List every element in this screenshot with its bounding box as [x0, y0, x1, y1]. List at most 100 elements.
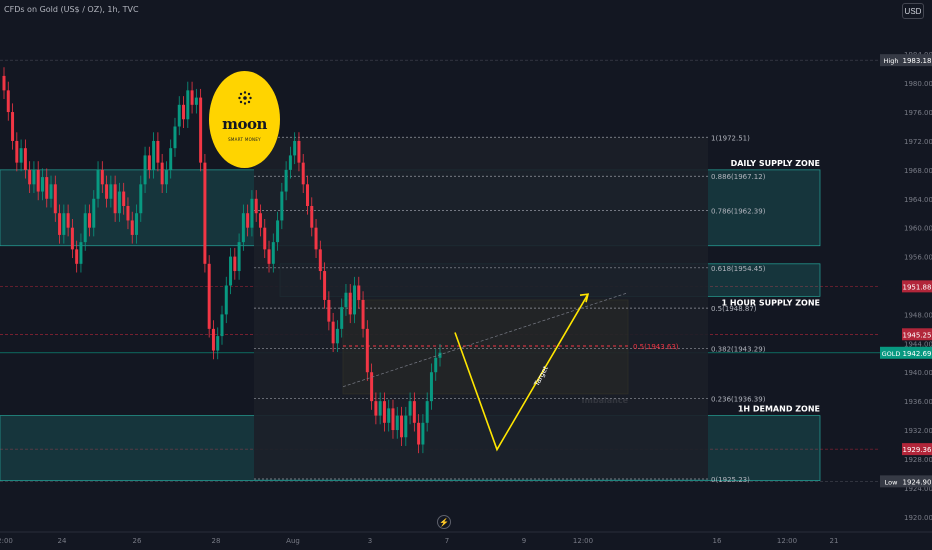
logo-dots-icon [238, 91, 252, 105]
price-tick-label: 1936.00 [904, 398, 932, 406]
candle-layer [2, 67, 442, 454]
price-marker-value: 1929.36 [903, 446, 932, 454]
price-tick-label: 1980.00 [904, 80, 932, 88]
zone-label: 1 HOUR SUPPLY ZONE [722, 298, 820, 307]
price-marker-value: 1945.25 [903, 331, 932, 339]
candle-body [28, 169, 32, 185]
price-marker-tag-bg [880, 54, 902, 67]
price-marker-tag: Low [885, 478, 898, 486]
time-tick-label: 16 [713, 537, 722, 545]
candle-body [211, 328, 215, 351]
price-tick-label: 1968.00 [904, 167, 932, 175]
price-marker-tag: GOLD [882, 350, 901, 358]
candle-body [130, 220, 134, 235]
fibonacci-level-label: 0.382(1943.29) [711, 345, 766, 353]
candle-body [147, 155, 151, 170]
candle-body [203, 162, 207, 264]
candle-body [310, 206, 314, 228]
candle-body [194, 97, 198, 105]
candle-body [135, 213, 139, 235]
candle-body [70, 227, 74, 250]
candle-body [6, 90, 10, 113]
price-marker-tag-bg [880, 346, 902, 359]
candle-body [280, 191, 284, 221]
price-marker-value-bg [902, 54, 932, 67]
candle-body [250, 198, 254, 228]
time-tick-label: 9 [522, 537, 526, 545]
candle-body [288, 155, 292, 170]
candle-body [122, 191, 126, 206]
price-marker-value: 1951.88 [903, 283, 932, 291]
currency-button[interactable]: USD [902, 3, 924, 19]
candle-body [109, 184, 113, 199]
fibonacci-layer: 1(1972.51) 0.886(1967.12) 0.786(1962.39) 0.… [254, 134, 766, 484]
candle-body [143, 155, 147, 185]
candle-body [254, 198, 258, 214]
candle-body [23, 148, 27, 170]
time-tick-label: 7 [445, 537, 449, 545]
lightning-icon[interactable]: ⚡ [437, 515, 451, 529]
candle-body [58, 213, 62, 235]
candle-body [62, 213, 66, 235]
price-marker-value: 1942.69 [903, 350, 932, 358]
price-tick-label: 1948.00 [904, 311, 932, 319]
candle-body [92, 198, 96, 228]
candle-body [186, 90, 190, 120]
candle-body [96, 169, 100, 199]
price-marker-value-bg [902, 475, 932, 488]
candle-body [40, 177, 44, 192]
price-tick-label: 1960.00 [904, 225, 932, 233]
candle-body [263, 227, 267, 250]
time-tick-label: 26 [133, 537, 142, 545]
price-marker-value-bg [902, 280, 932, 293]
time-tick-label: 12:00 [777, 537, 797, 545]
time-axis[interactable]: 2:00 24 26 28 Aug 3 7 9 12:00 16 12:00 21 [0, 531, 932, 545]
price-markers: High 1983.18 1951.88 1945.25 GOLD 1942.69 1929… [880, 54, 932, 488]
candle-body [229, 256, 233, 286]
candle-body [276, 220, 280, 243]
candle-body [83, 213, 87, 243]
symbol-title[interactable]: CFDs on Gold (US$ / OZ), 1h, TVC [4, 5, 139, 14]
candle-body [421, 422, 425, 445]
time-tick-label: 3 [368, 537, 372, 545]
candle-body [233, 256, 237, 272]
time-tick-label: Aug [286, 537, 300, 545]
candle-body [113, 184, 117, 214]
price-marker-tag-bg [880, 475, 902, 488]
candle-body [190, 90, 194, 105]
candle-body [216, 336, 220, 351]
candle-body [271, 242, 275, 264]
price-marker-value: 1983.18 [903, 57, 932, 65]
candle-body [36, 169, 40, 192]
candle-body [374, 401, 378, 416]
price-tick-label: 1956.00 [904, 254, 932, 262]
fibonacci-level-label: 0.886(1967.12) [711, 173, 766, 181]
candle-body [395, 415, 399, 431]
candle-body [87, 213, 91, 228]
time-tick-label: 24 [58, 537, 67, 545]
candle-body [305, 184, 309, 206]
candle-body [164, 169, 168, 185]
price-tick-label: 1932.00 [904, 427, 932, 435]
fibonacci-level-label: 0.5(1948.87) [711, 305, 757, 313]
candle-body [19, 148, 23, 163]
logo-word: moon [222, 115, 267, 133]
logo-subtitle: SMART MONEY [228, 137, 261, 142]
candle-body [207, 263, 211, 329]
candle-body [429, 372, 433, 402]
imbalance-trend-line [342, 292, 629, 388]
price-tick-label: 1924.00 [904, 485, 932, 493]
candle-body [79, 242, 83, 264]
candle-body [32, 169, 36, 185]
candle-body [224, 285, 228, 315]
candle-body [348, 292, 352, 315]
candle-body [370, 372, 374, 402]
fibonacci-level-label: 1(1972.51) [711, 134, 750, 142]
time-tick-label: 12:00 [573, 537, 593, 545]
price-axis[interactable]: 1920.00 1924.00 1928.00 1932.00 1936.00 1940.… [880, 0, 932, 550]
candle-body [11, 112, 15, 141]
candle-body [241, 213, 245, 243]
candle-body [382, 401, 386, 423]
candle-body [297, 140, 301, 163]
